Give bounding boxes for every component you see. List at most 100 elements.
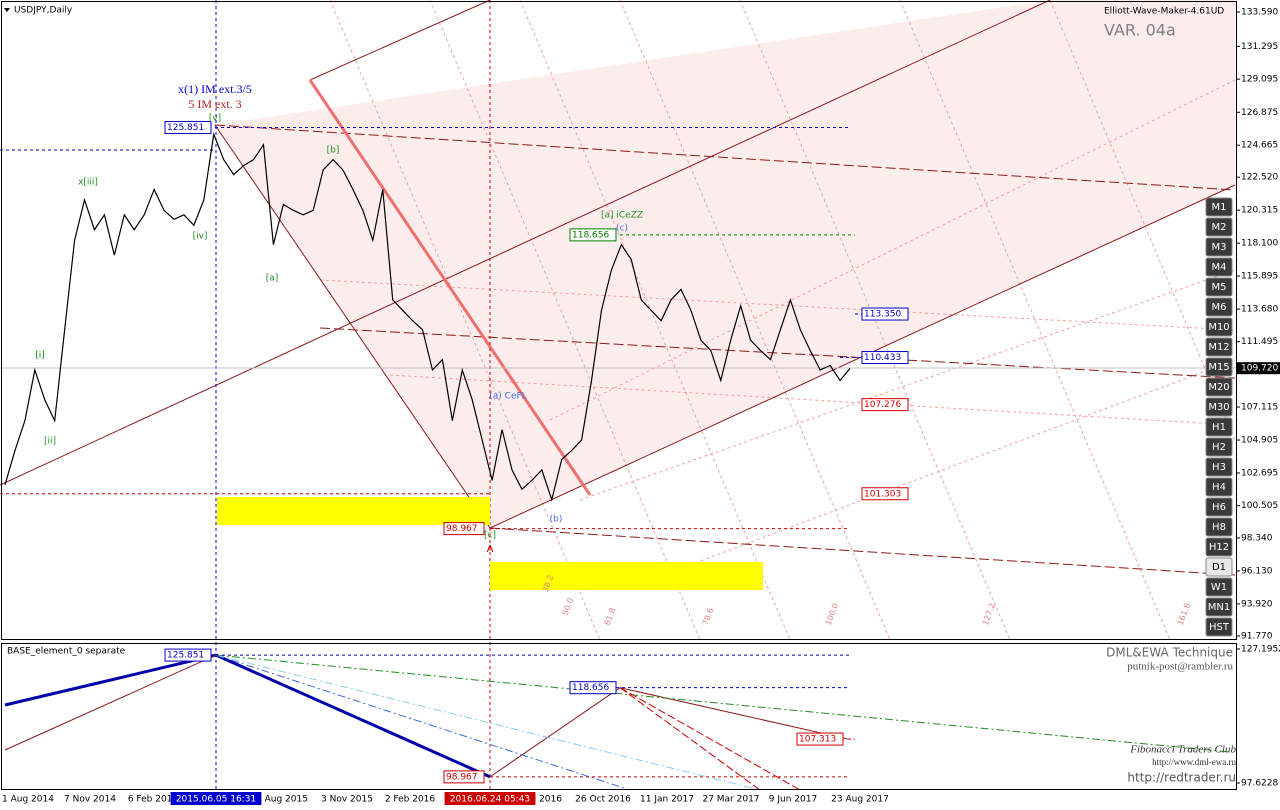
fib-line xyxy=(319,279,1236,331)
x-tick-label: 1 Aug 2014 xyxy=(2,795,54,805)
wave-label: (c) xyxy=(616,224,628,234)
timeframe-button[interactable] xyxy=(1205,617,1233,637)
timeframe-label[interactable]: M3 xyxy=(1212,242,1227,253)
timeframe-label[interactable]: M5 xyxy=(1212,282,1227,293)
timeframe-label[interactable]: M6 xyxy=(1212,302,1227,313)
timeframe-label[interactable]: HST xyxy=(1209,622,1230,633)
timeframe-label[interactable]: M4 xyxy=(1212,262,1227,273)
variant: VAR. 04a xyxy=(1104,21,1176,40)
timeframe-button[interactable] xyxy=(1205,517,1233,537)
timeframe-button[interactable] xyxy=(1205,597,1233,617)
timeframe-label[interactable]: M10 xyxy=(1208,322,1229,333)
level-label: 98.967 xyxy=(446,524,478,534)
wave-label: [a] iCeZZ xyxy=(601,211,643,221)
timeframe-button[interactable] xyxy=(1205,217,1233,237)
wave-label: (a) CeFL xyxy=(489,392,526,402)
sub-level-box xyxy=(164,648,212,662)
timeframe-label[interactable]: M2 xyxy=(1212,222,1227,233)
timeframe-label[interactable]: M15 xyxy=(1208,362,1229,373)
timeframe-button[interactable] xyxy=(1205,317,1233,337)
level-label: 118.656 xyxy=(572,230,609,240)
sub-wave xyxy=(619,687,849,740)
channel-line xyxy=(309,0,491,81)
timeframe-button[interactable] xyxy=(1205,417,1233,437)
y-tick-label: 126.875 xyxy=(1241,108,1278,118)
channel-line xyxy=(0,0,1051,486)
timeframe-button[interactable] xyxy=(1205,557,1233,577)
timeframe-label[interactable]: MN1 xyxy=(1208,602,1230,613)
timeframe-button[interactable] xyxy=(1205,197,1233,217)
cursor-date-box xyxy=(170,792,262,805)
y-tick-label: 133.590 xyxy=(1241,8,1278,18)
timeframe-label[interactable]: H8 xyxy=(1212,522,1226,533)
menu-arrow[interactable] xyxy=(4,8,10,12)
timeframe-label[interactable]: H3 xyxy=(1212,462,1226,473)
timeframe-button[interactable] xyxy=(1205,477,1233,497)
timeframe-label[interactable]: M30 xyxy=(1208,402,1229,413)
x-tick-label: 11 Jan 2017 xyxy=(640,795,694,805)
trend-line xyxy=(308,79,592,496)
level-box xyxy=(861,307,909,321)
wave-label: (b) xyxy=(550,515,563,525)
sub-trend xyxy=(215,654,761,791)
cursor-date: 2016.06.24 05:43 xyxy=(450,795,530,805)
sub-level-box xyxy=(796,732,844,746)
timeframe-button[interactable] xyxy=(1205,337,1233,357)
wave-label: [c] xyxy=(484,531,496,541)
sub-y-tick-label: 127.1952 xyxy=(1241,645,1280,655)
timeframe-label[interactable]: H2 xyxy=(1212,442,1226,453)
timeframe-button[interactable] xyxy=(1205,357,1233,377)
sub-level-label: 125.851 xyxy=(167,651,204,661)
timeframe-button[interactable] xyxy=(1205,297,1233,317)
timeframe-label[interactable]: H6 xyxy=(1212,502,1226,513)
sub-frame xyxy=(1,643,1237,790)
timeframe-label[interactable]: M1 xyxy=(1212,202,1227,213)
median-line xyxy=(319,327,1236,379)
timeframe-button[interactable] xyxy=(1205,437,1233,457)
cursor-date-box xyxy=(444,792,536,805)
timeframe-button[interactable] xyxy=(1205,497,1233,517)
level-box xyxy=(861,398,909,412)
timeframe-label[interactable]: M12 xyxy=(1208,342,1229,353)
y-tick-label: 102.695 xyxy=(1241,468,1278,478)
timeframe-button[interactable] xyxy=(1205,377,1233,397)
y-tick-label: 107.115 xyxy=(1241,403,1278,413)
timeframe-label[interactable]: D1 xyxy=(1212,562,1226,573)
x-tick-label: 3 Nov 2015 xyxy=(321,795,373,805)
x-tick-label: 9 Jun 2017 xyxy=(769,795,817,805)
fib-line xyxy=(1049,0,1236,441)
timeframe-label[interactable]: W1 xyxy=(1211,582,1227,593)
wave-label: x(1) IM ext.3/5 xyxy=(178,82,252,96)
timeframe-label[interactable]: M20 xyxy=(1208,382,1229,393)
x-tick-label: ul 2016 xyxy=(528,795,562,805)
timeframe-button[interactable] xyxy=(1205,577,1233,597)
timeframe-button[interactable] xyxy=(1205,537,1233,557)
timeframe-label[interactable]: H1 xyxy=(1212,422,1226,433)
timeframe-label[interactable]: H12 xyxy=(1209,542,1229,553)
y-tick-label: 104.905 xyxy=(1241,436,1278,446)
timeframe-button[interactable] xyxy=(1205,257,1233,277)
channel-lines xyxy=(0,0,1236,790)
x-tick-label: 6 Feb 2015 xyxy=(128,795,178,805)
timeframe-button[interactable] xyxy=(1205,237,1233,257)
wave-label: [iv] xyxy=(193,232,208,242)
channel-fill xyxy=(215,0,1235,528)
timeframe-label[interactable]: H4 xyxy=(1212,482,1226,493)
timeframe-button[interactable] xyxy=(1205,457,1233,477)
x-tick-label: 23 Aug 2017 xyxy=(831,795,889,805)
level-box xyxy=(861,351,909,365)
sub-wave xyxy=(215,653,491,779)
x-tick-label: 26 Oct 2016 xyxy=(575,795,631,805)
y-tick-label: 120.315 xyxy=(1241,206,1278,216)
y-tick-label: 113.680 xyxy=(1241,305,1278,315)
current-price: 109.720 xyxy=(1241,364,1278,374)
sub-name: BASE_element_0 separate xyxy=(7,647,126,657)
fib-grid xyxy=(319,0,1236,641)
sub-trend xyxy=(4,654,217,751)
level-label: 101.303 xyxy=(864,489,901,499)
timeframe-button[interactable] xyxy=(1205,397,1233,417)
sub-wave xyxy=(4,653,217,707)
timeframe-button[interactable] xyxy=(1205,277,1233,297)
wave-label: [i] xyxy=(35,351,45,361)
